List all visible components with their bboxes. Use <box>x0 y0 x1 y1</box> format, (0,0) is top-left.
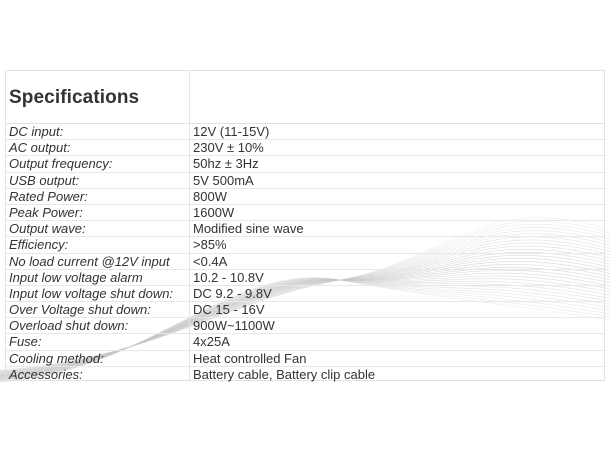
column-divider <box>189 71 190 380</box>
table-row: Cooling method: Heat controlled Fan <box>6 351 604 367</box>
specifications-table: Specifications DC input: 12V (11-15V) AC… <box>5 70 605 383</box>
spec-label: No load current @12V input <box>9 253 170 269</box>
spec-value: 5V 500mA <box>193 172 254 188</box>
spec-value: 4x25A <box>193 334 230 350</box>
spec-value: 1600W <box>193 204 235 220</box>
spec-label: Rated Power: <box>9 188 88 204</box>
spec-label: Input low voltage shut down: <box>9 285 174 301</box>
spec-label: Accessories: <box>9 366 83 382</box>
table-row: Input low voltage shut down: DC 9.2 - 9.… <box>6 285 604 303</box>
spec-label: Output wave: <box>9 221 86 237</box>
table-row: Overload shut down: 900W~1100W <box>6 318 604 335</box>
spec-label: Efficiency: <box>9 237 69 253</box>
spec-label: DC input: <box>9 124 64 139</box>
table-row: Accessories: Battery cable, Battery clip… <box>6 367 604 383</box>
spec-value: 900W~1100W <box>193 318 275 334</box>
table-row: USB output: 5V 500mA <box>6 173 604 189</box>
table-row: Output wave: Modified sine wave <box>6 221 604 238</box>
spec-value: <0.4A <box>193 253 228 269</box>
spec-label: Over Voltage shut down: <box>9 302 151 318</box>
spec-label: Cooling method: <box>9 350 104 366</box>
spec-value: DC 15 - 16V <box>193 302 265 318</box>
spec-value: 10.2 - 10.8V <box>193 269 264 285</box>
spec-value: Modified sine wave <box>193 221 304 237</box>
spec-value: 50hz ± 3Hz <box>193 156 259 172</box>
spec-value: Heat controlled Fan <box>193 350 307 366</box>
spec-label: AC output: <box>9 140 71 156</box>
table-row: DC input: 12V (11-15V) <box>6 124 604 141</box>
table-row: Input low voltage alarm 10.2 - 10.8V <box>6 270 604 286</box>
table-row: Fuse: 4x25A <box>6 334 604 351</box>
spec-label: Fuse: <box>9 334 42 350</box>
spec-value: 800W <box>193 188 227 204</box>
table-row: No load current @12V input <0.4A <box>6 254 604 270</box>
table-row: Over Voltage shut down: DC 15 - 16V <box>6 302 604 319</box>
table-row: Rated Power: 800W <box>6 189 604 205</box>
specifications-heading: Specifications <box>9 87 140 108</box>
spec-value: DC 9.2 - 9.8V <box>193 285 272 301</box>
table-header-row: Specifications <box>6 71 604 124</box>
spec-label: Input low voltage alarm <box>9 269 143 285</box>
spec-value: >85% <box>193 237 227 253</box>
spec-label: USB output: <box>9 172 80 188</box>
spec-value: 12V (11-15V) <box>193 124 270 139</box>
spec-value: 230V ± 10% <box>193 140 264 156</box>
spec-value: Battery cable, Battery clip cable <box>193 366 376 382</box>
spec-label: Overload shut down: <box>9 318 129 334</box>
spec-label: Output frequency: <box>9 156 113 172</box>
spec-rows: DC input: 12V (11-15V) AC output: 230V ±… <box>6 124 604 383</box>
table-row: Output frequency: 50hz ± 3Hz <box>6 156 604 173</box>
table-row: AC output: 230V ± 10% <box>6 140 604 157</box>
table-row: Peak Power: 1600W <box>6 204 604 222</box>
table-row: Efficiency: >85% <box>6 237 604 254</box>
spec-label: Peak Power: <box>9 204 83 220</box>
